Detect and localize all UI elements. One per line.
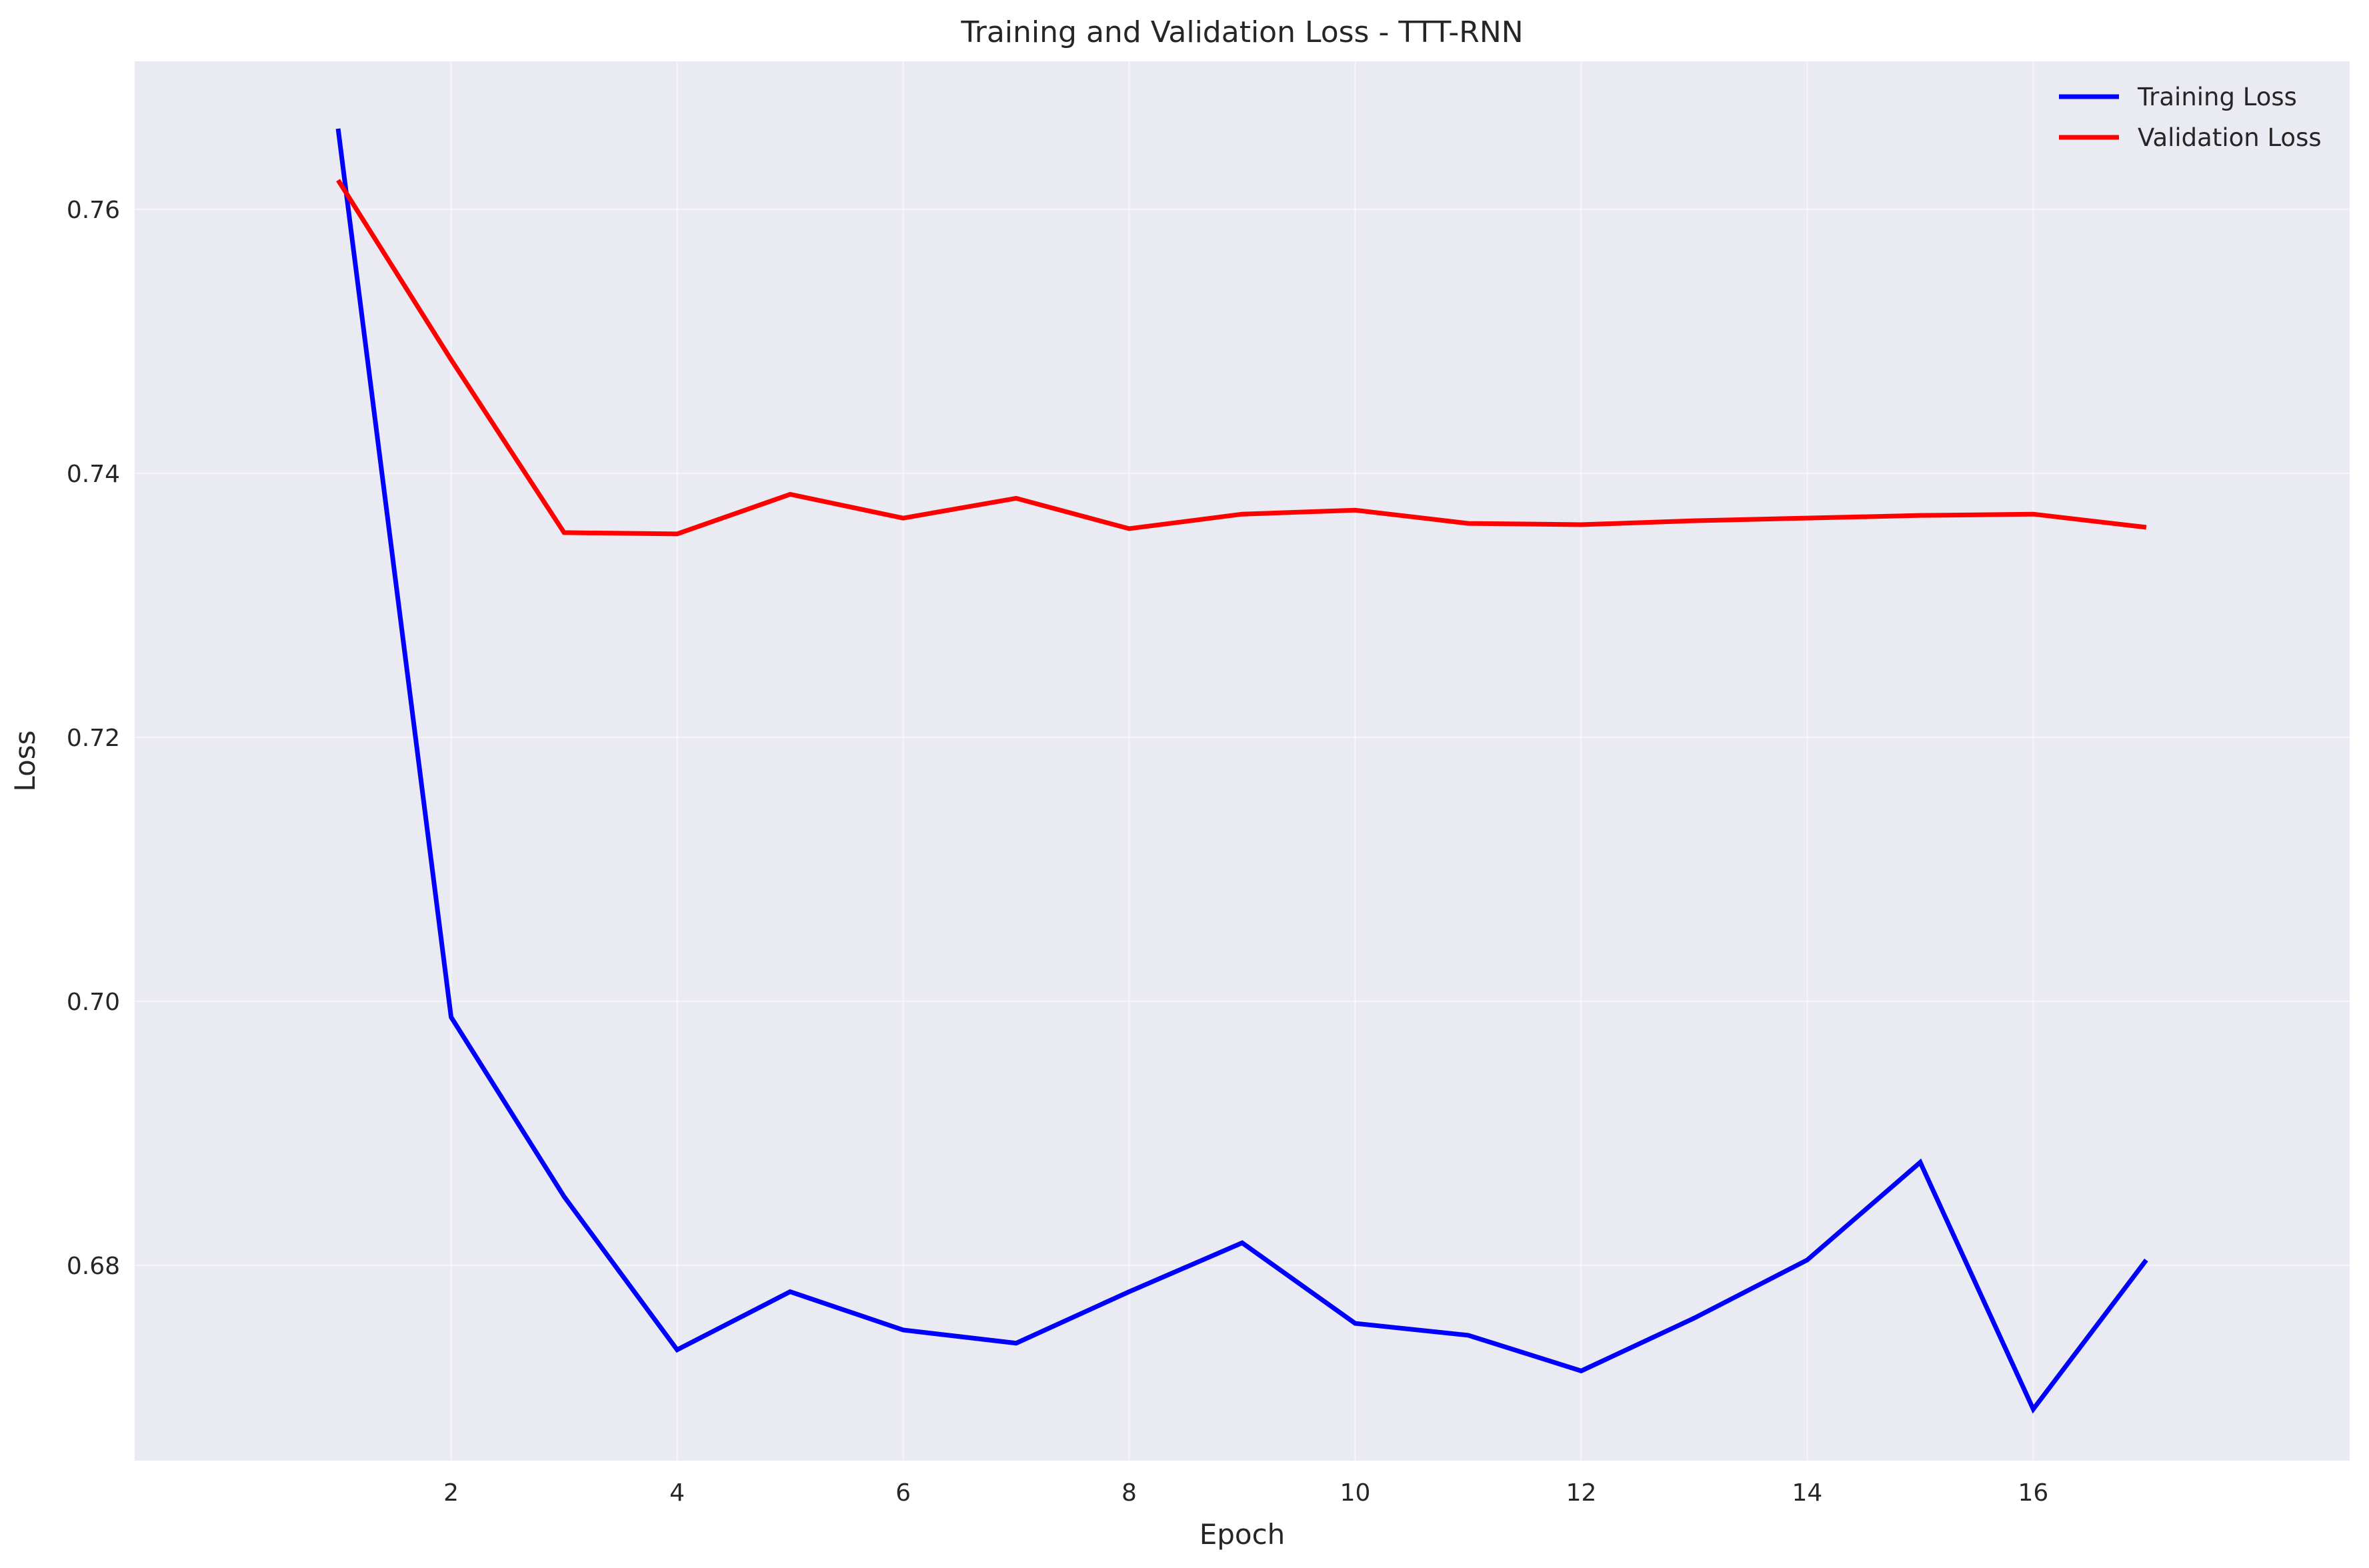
series-line-training-loss (335, 128, 2148, 1414)
chart-title: Training and Validation Loss - TTT-RNN (960, 15, 1523, 49)
x-tick-label: 16 (2018, 1479, 2049, 1507)
legend: Training Loss Validation Loss (2059, 83, 2322, 152)
x-axis-label: Epoch (1200, 1518, 1286, 1551)
x-tick-label: 4 (669, 1479, 685, 1507)
series-line-validation-loss (336, 179, 2147, 537)
x-tick-label: 10 (1340, 1479, 1371, 1507)
x-tick-label: 8 (1121, 1479, 1137, 1507)
y-tick-label: 0.76 (67, 197, 120, 224)
x-tick-label: 6 (895, 1479, 911, 1507)
x-axis-ticks: 2 4 6 8 10 12 14 16 (443, 1479, 2048, 1507)
plot-area (135, 61, 2350, 1461)
legend-label: Training Loss (2137, 83, 2297, 111)
y-tick-label: 0.72 (67, 725, 120, 752)
y-tick-label: 0.74 (67, 461, 120, 488)
x-tick-label: 14 (1792, 1479, 1823, 1507)
x-tick-label: 12 (1566, 1479, 1597, 1507)
y-tick-label: 0.68 (67, 1253, 120, 1280)
y-tick-label: 0.70 (67, 989, 120, 1016)
series-layer (335, 128, 2148, 1414)
x-tick-label: 2 (443, 1479, 459, 1507)
grid (135, 61, 2350, 1461)
y-axis-ticks: 0.68 0.70 0.72 0.74 0.76 (67, 197, 120, 1280)
legend-label: Validation Loss (2138, 123, 2322, 152)
y-axis-label: Loss (9, 730, 41, 791)
